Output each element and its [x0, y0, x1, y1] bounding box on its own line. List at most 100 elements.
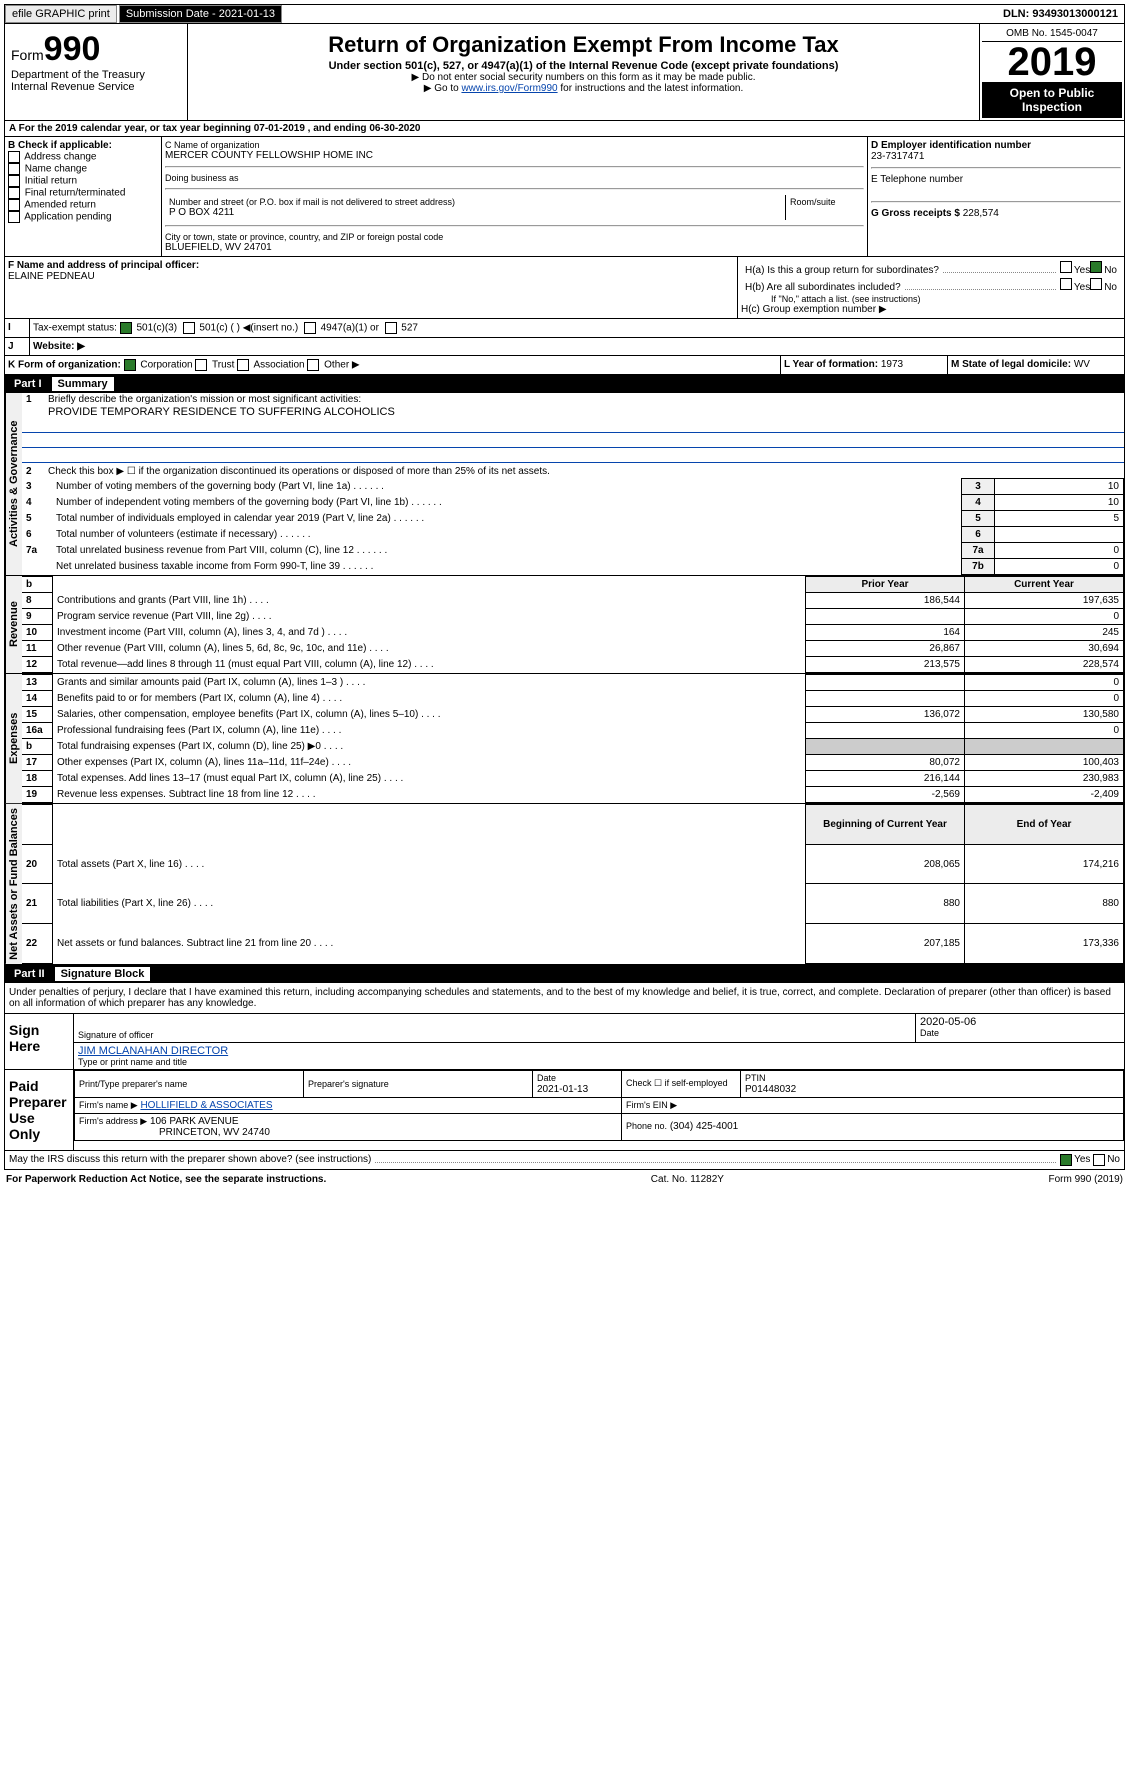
hc-label: H(c) Group exemption number ▶ [741, 304, 1121, 315]
assoc-label: Association [253, 360, 304, 371]
box-c-label: C Name of organization [165, 140, 864, 150]
efile-button[interactable]: efile GRAPHIC print [5, 5, 117, 23]
fin-row: 19Revenue less expenses. Subtract line 1… [22, 787, 1124, 803]
assoc-checkbox[interactable] [237, 359, 249, 371]
yes-label: Yes [1074, 265, 1090, 276]
cat-no: Cat. No. 11282Y [651, 1174, 724, 1185]
prep-name-label: Print/Type preparer's name [75, 1070, 304, 1097]
firm-name[interactable]: HOLLIFIELD & ASSOCIATES [140, 1100, 272, 1111]
hb-yes-checkbox[interactable] [1060, 278, 1072, 290]
ha-label: H(a) Is this a group return for subordin… [745, 265, 939, 276]
box-b-item: Address change [8, 151, 158, 163]
ha-yes-checkbox[interactable] [1060, 261, 1072, 273]
addr: P O BOX 4211 [169, 207, 781, 218]
boxes-bcdeg: B Check if applicable: Address change Na… [4, 137, 1125, 257]
box-b-item: Initial return [8, 175, 158, 187]
sig-officer-label: Signature of officer [78, 1030, 911, 1040]
expenses-table: 13Grants and similar amounts paid (Part … [22, 674, 1124, 803]
summary-row: 5Total number of individuals employed in… [22, 511, 1124, 527]
summary-row: 7aTotal unrelated business revenue from … [22, 543, 1124, 559]
box-d-label: D Employer identification number [871, 140, 1121, 151]
city-label: City or town, state or province, country… [165, 232, 864, 242]
part-2-title: Signature Block [55, 967, 151, 981]
tax-year: 2019 [982, 42, 1122, 82]
box-b-checkbox[interactable] [8, 151, 20, 163]
firm-addr: 106 PARK AVENUE [150, 1116, 239, 1127]
dln-label: DLN: 93493013000121 [997, 6, 1124, 22]
hb-label: H(b) Are all subordinates included? [745, 282, 901, 293]
fin-row: 18Total expenses. Add lines 13–17 (must … [22, 771, 1124, 787]
trust-checkbox[interactable] [195, 359, 207, 371]
irs-link[interactable]: www.irs.gov/Form990 [461, 83, 557, 94]
firm-addr-label: Firm's address ▶ [79, 1116, 147, 1126]
officer-name-title[interactable]: JIM MCLANAHAN DIRECTOR [78, 1045, 1120, 1057]
501c3-checkbox[interactable] [120, 322, 132, 334]
fin-row: 8Contributions and grants (Part VIII, li… [22, 593, 1124, 609]
note-goto-tail: for instructions and the latest informat… [558, 83, 744, 94]
open-inspection-badge: Open to Public Inspection [982, 82, 1122, 118]
ein: 23-7317471 [871, 151, 1121, 162]
sig-date-label: Date [920, 1028, 1120, 1038]
room-suite-label: Room/suite [786, 195, 864, 220]
fin-row: 15Salaries, other compensation, employee… [22, 707, 1124, 723]
501c3-label: 501(c)(3) [136, 323, 177, 334]
side-revenue: Revenue [5, 576, 22, 673]
other-label: Other ▶ [324, 360, 359, 371]
part-1-label: Part I [10, 378, 46, 390]
527-checkbox[interactable] [385, 322, 397, 334]
other-checkbox[interactable] [307, 359, 319, 371]
name-title-label: Type or print name and title [78, 1057, 1120, 1067]
org-name: MERCER COUNTY FELLOWSHIP HOME INC [165, 150, 864, 161]
fin-row: 22Net assets or fund balances. Subtract … [22, 924, 1124, 964]
website-label: Website: ▶ [33, 341, 85, 352]
box-b-checkbox[interactable] [8, 199, 20, 211]
fin-row: 11Other revenue (Part VIII, column (A), … [22, 641, 1124, 657]
sig-date: 2020-05-06 [920, 1016, 1120, 1028]
4947-checkbox[interactable] [304, 322, 316, 334]
fin-row: 20Total assets (Part X, line 16) . . . .… [22, 844, 1124, 884]
box-k-label: K Form of organization: [8, 360, 121, 371]
gross-receipts: 228,574 [963, 208, 999, 219]
prep-date-label: Date [537, 1073, 556, 1083]
corp-checkbox[interactable] [124, 359, 136, 371]
box-b-checkbox[interactable] [8, 175, 20, 187]
box-b-checkbox[interactable] [8, 211, 20, 223]
netassets-table: Beginning of Current YearEnd of Year20To… [22, 804, 1124, 964]
discuss-no-checkbox[interactable] [1093, 1154, 1105, 1166]
side-expenses: Expenses [5, 674, 22, 803]
paid-preparer-label: Paid Preparer Use Only [5, 1070, 74, 1150]
state-domicile: WV [1074, 359, 1090, 370]
prep-sig-label: Preparer's signature [304, 1070, 533, 1097]
line-a: A For the 2019 calendar year, or tax yea… [4, 121, 1125, 137]
summary-row: 6Total number of volunteers (estimate if… [22, 527, 1124, 543]
fin-header-row: bPrior YearCurrent Year [22, 577, 1124, 593]
submission-date-button[interactable]: Submission Date - 2021-01-13 [119, 5, 282, 23]
yes-label-2: Yes [1074, 282, 1090, 293]
ha-no-checkbox[interactable] [1090, 261, 1102, 273]
form-990-cell: Form990 Department of the Treasury Inter… [5, 24, 188, 120]
discuss-yes-label: Yes [1074, 1154, 1090, 1166]
part-1-title: Summary [52, 377, 114, 391]
firm-name-label: Firm's name ▶ [79, 1100, 138, 1110]
box-b-checkbox[interactable] [8, 187, 20, 199]
summary-row: Net unrelated business taxable income fr… [22, 559, 1124, 575]
mission-text: PROVIDE TEMPORARY RESIDENCE TO SUFFERING… [22, 406, 1124, 418]
city-value: BLUEFIELD, WV 24701 [165, 242, 864, 253]
501c-checkbox[interactable] [183, 322, 195, 334]
revenue-table: bPrior YearCurrent Year8Contributions an… [22, 576, 1124, 673]
discuss-yes-checkbox[interactable] [1060, 1154, 1072, 1166]
box-b-checkbox[interactable] [8, 163, 20, 175]
check-self-label: Check ☐ if self-employed [622, 1070, 741, 1097]
527-label: 527 [401, 323, 418, 334]
box-b-item: Name change [8, 163, 158, 175]
form-number: 990 [44, 30, 101, 68]
fin-row: 14Benefits paid to or for members (Part … [22, 691, 1124, 707]
top-toolbar: efile GRAPHIC print Submission Date - 20… [4, 4, 1125, 24]
irs-label: Internal Revenue Service [11, 81, 181, 93]
fin-row: 9Program service revenue (Part VIII, lin… [22, 609, 1124, 625]
fin-header-row: Beginning of Current YearEnd of Year [22, 805, 1124, 845]
hb-no-checkbox[interactable] [1090, 278, 1102, 290]
dept-label: Department of the Treasury [11, 69, 181, 81]
year-formation: 1973 [881, 359, 903, 370]
sign-here-label: Sign Here [5, 1014, 74, 1069]
